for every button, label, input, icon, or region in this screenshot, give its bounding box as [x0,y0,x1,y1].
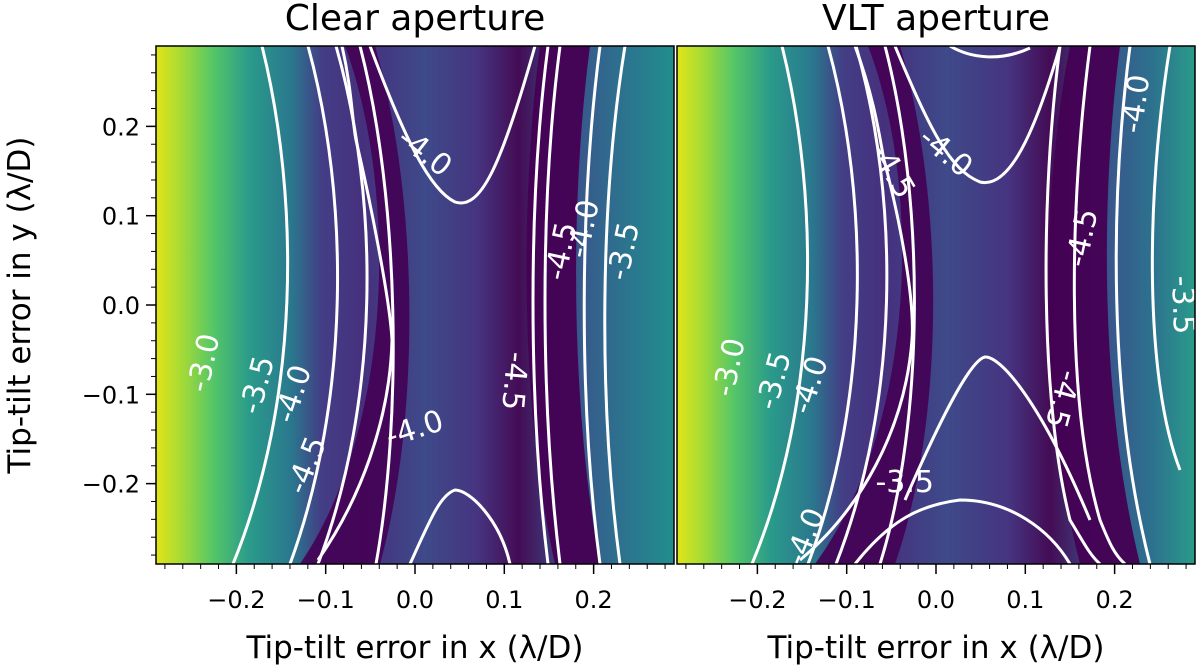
y-tick-label: 0.1 [102,203,140,231]
contour-line [368,46,537,205]
x-tick-label: −0.1 [297,586,355,614]
x-tick-label: −0.2 [207,586,265,614]
contour-line [1044,46,1102,564]
contour-label: -3.5 [1164,275,1200,335]
contour-line [231,46,290,564]
x-axis-label: Tip-tilt error in x (λ/D) [767,630,1105,666]
x-axis-label: Tip-tilt error in x (λ/D) [246,630,584,666]
y-axis-label: Tip-tilt error in y (λ/D) [2,137,38,475]
x-tick-label: −0.1 [818,586,876,614]
contour-label: -3.5 [875,465,934,500]
contour-line [408,488,512,564]
contour-line [288,46,340,564]
contour-line [1072,46,1127,564]
x-axis-ticks: −0.2 −0.1 0.0 0.1 0.2 [164,564,666,614]
contour-line [750,46,810,564]
contour-line [358,46,395,564]
low-value-band-left [300,46,410,564]
x-tick-label: 0.0 [396,586,434,614]
x-tick-label: −0.2 [728,586,786,614]
y-tick-label: −0.2 [82,471,140,499]
contour-line [543,46,562,564]
low-value-band-right [1048,46,1140,564]
low-value-band-right [526,46,600,564]
y-tick-label: −0.1 [82,381,140,409]
x-tick-label: 0.2 [575,586,613,614]
low-value-band-left [815,46,934,564]
y-tick-label: 0.2 [102,113,140,141]
contour-line [316,46,394,561]
x-tick-label: 0.1 [485,586,523,614]
x-axis-ticks: −0.2 −0.1 0.0 0.1 0.2 [685,564,1187,614]
contour-lines [231,46,627,564]
contour-line [1114,46,1152,564]
y-tick-label: 0.0 [102,292,140,320]
contour-line [582,46,602,564]
contour-line [603,46,627,564]
x-tick-label: 0.1 [1006,586,1044,614]
contour-label: -4.5 [494,350,534,411]
x-tick-label: 0.0 [917,586,955,614]
vlt-aperture-panel: VLT aperture -4.0-4.5-4 [676,0,1200,666]
contour-line [893,46,1062,185]
contour-line [853,498,1072,564]
panel-title: VLT aperture [822,0,1050,39]
contour-line [878,46,916,564]
contour-line [949,46,1031,59]
heatmap-background [156,46,674,564]
contour-line [531,46,550,564]
contour-label: -4.0 [1115,72,1158,135]
clear-aperture-panel: Clear aperture -4.0-4.5-4.0-3.5-4.5-4.0-… [2,0,675,666]
y-axis-ticks: −0.2 −0.1 0.0 0.1 0.2 [82,54,156,556]
contour-line [806,46,859,564]
contour-lines [750,46,1182,564]
contour-line [799,46,914,562]
panel-title: Clear aperture [285,0,546,39]
contour-line [903,355,1092,521]
contour-line [1150,46,1182,471]
x-tick-label: 0.2 [1096,586,1134,614]
